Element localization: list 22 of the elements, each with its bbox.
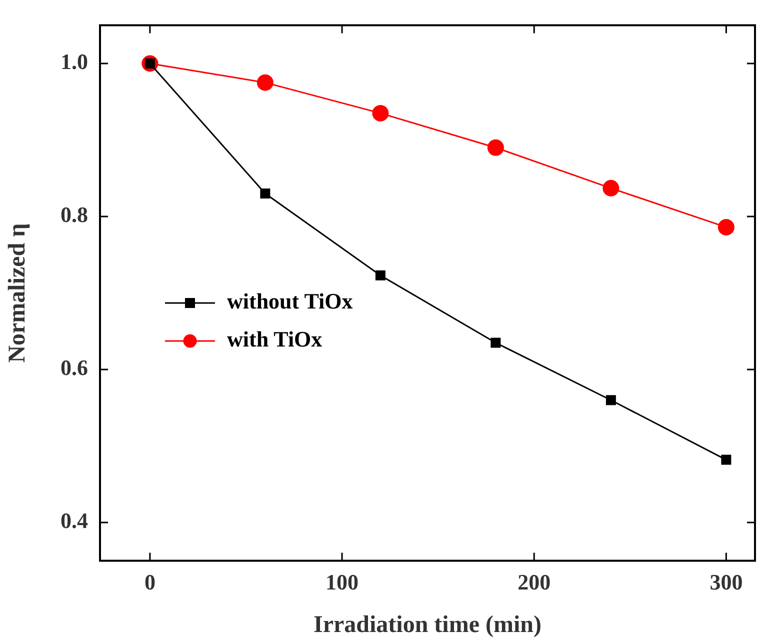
x-tick-label: 300 bbox=[710, 570, 743, 595]
y-tick-label: 0.4 bbox=[60, 508, 88, 534]
legend-label: with TiOx bbox=[227, 326, 322, 352]
x-tick-label: 200 bbox=[518, 570, 551, 595]
x-tick-label: 0 bbox=[144, 570, 156, 595]
point bbox=[487, 139, 504, 156]
x-axis-title: Irradiation time (min) bbox=[314, 612, 542, 638]
y-tick-label: 0.8 bbox=[60, 202, 88, 228]
y-tick-label: 1.0 bbox=[60, 49, 88, 74]
point bbox=[375, 270, 386, 280]
point bbox=[718, 218, 734, 236]
y-axis-title: Normalized η bbox=[4, 223, 31, 363]
point bbox=[602, 180, 620, 196]
point bbox=[721, 454, 732, 465]
point bbox=[256, 74, 274, 91]
legend-label: without TiOx bbox=[227, 288, 353, 314]
y-tick-label: 0.6 bbox=[60, 355, 88, 380]
point bbox=[372, 104, 389, 122]
x-tick-label: 100 bbox=[326, 570, 359, 595]
point bbox=[260, 188, 270, 199]
point bbox=[606, 395, 616, 406]
point bbox=[490, 338, 501, 348]
